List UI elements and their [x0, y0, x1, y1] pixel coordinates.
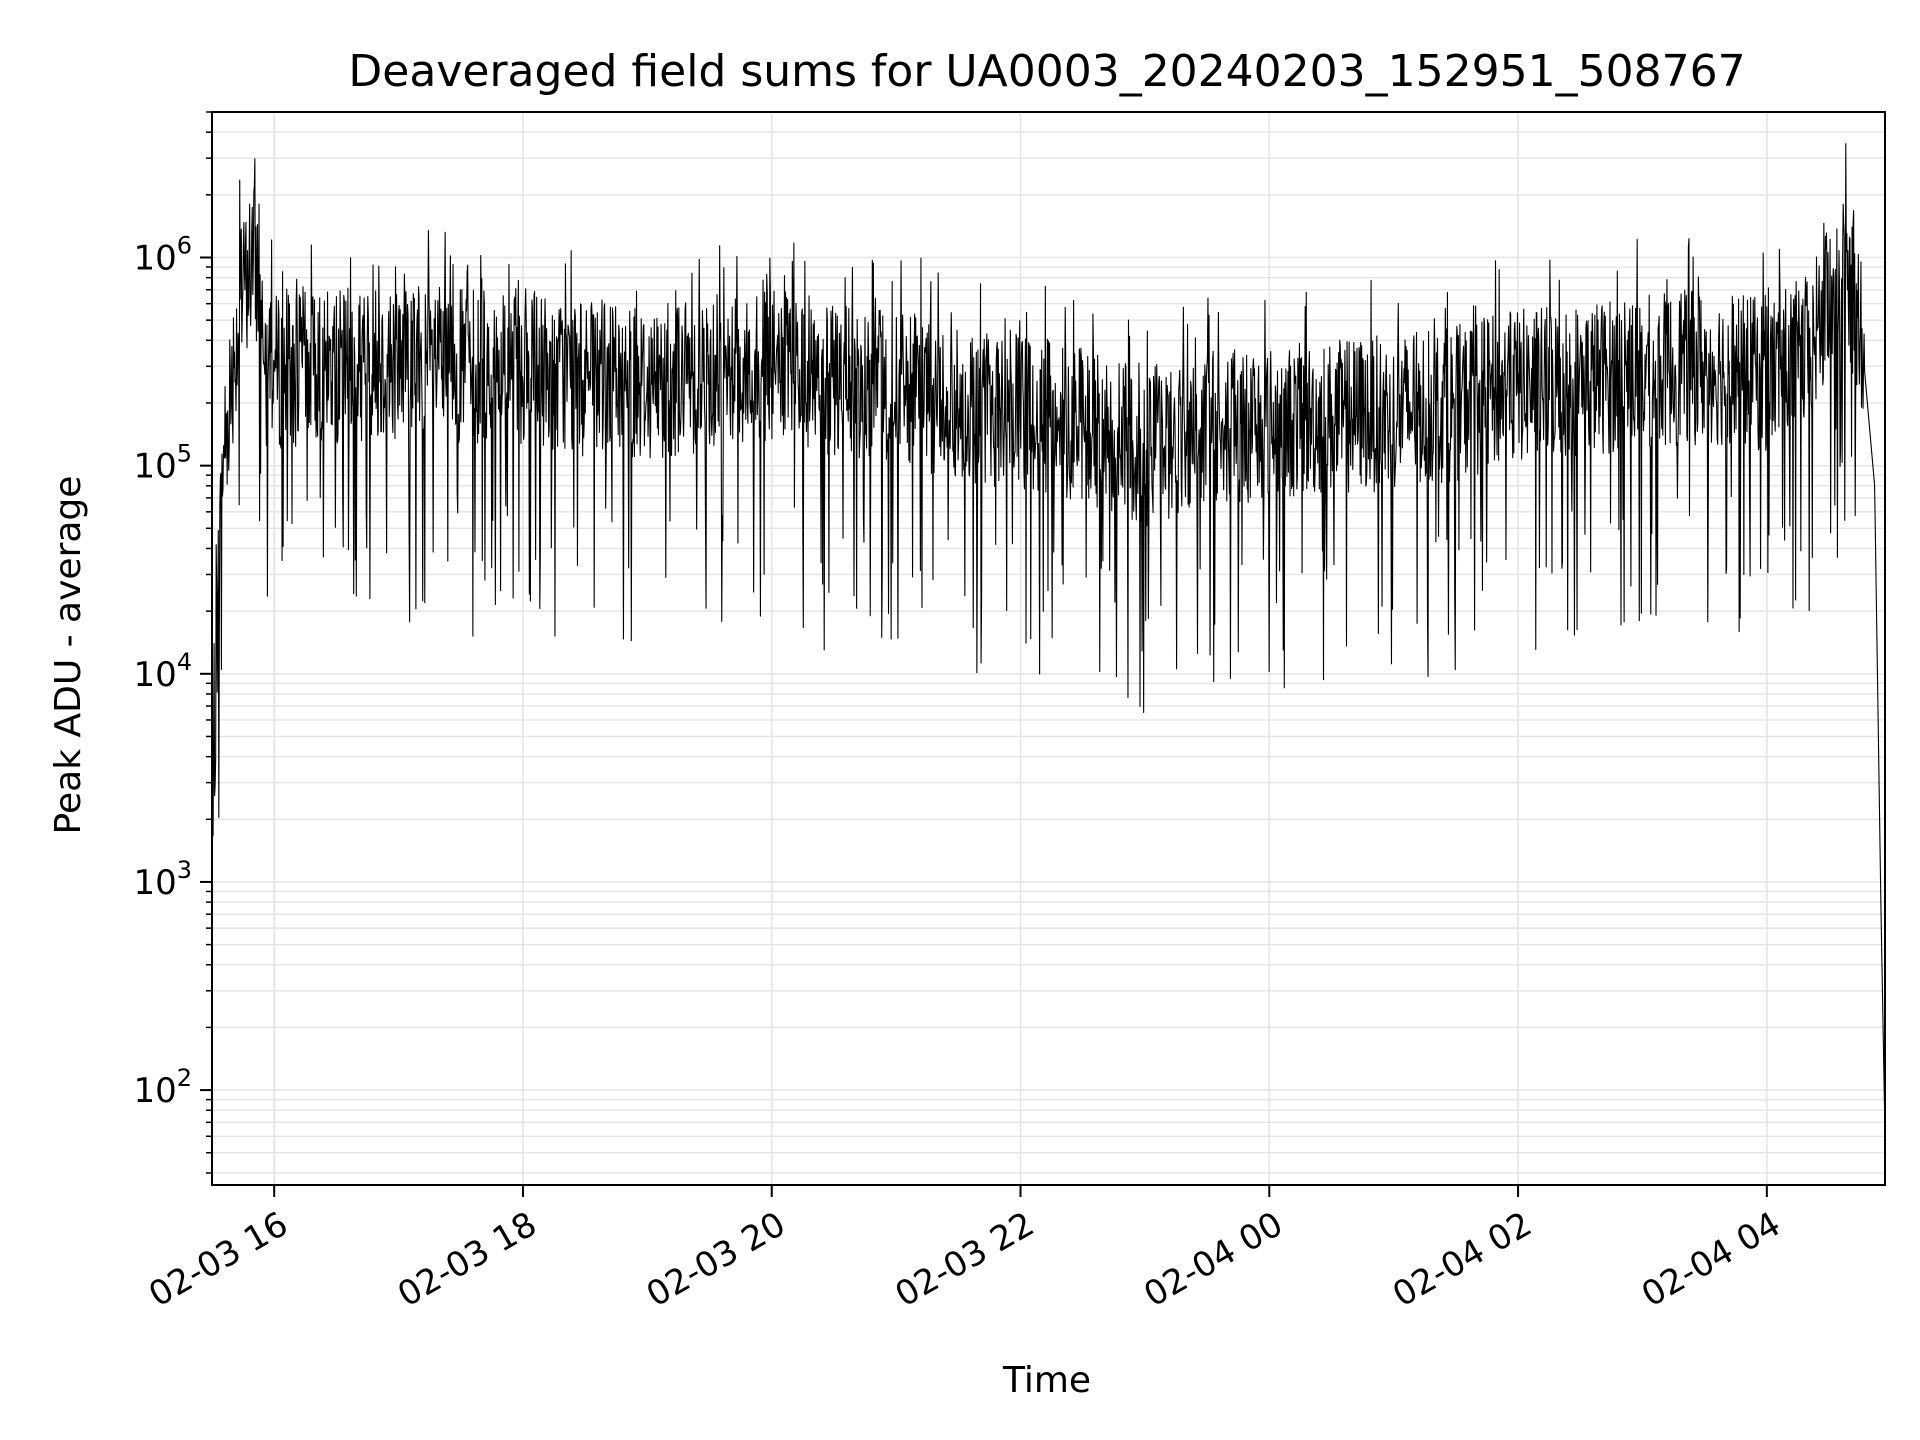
y-tick-exponent: 3	[177, 856, 192, 884]
y-tick-label: 106	[133, 231, 192, 278]
y-tick-label: 103	[133, 856, 192, 903]
y-tick-label: 102	[133, 1064, 192, 1111]
y-axis-label: Peak ADU - average	[48, 476, 89, 835]
y-tick-base: 10	[133, 238, 176, 278]
series-layer	[211, 143, 1886, 1137]
plot-frame	[211, 111, 1886, 1186]
y-tick-exponent: 5	[177, 440, 192, 468]
y-tick-base: 10	[133, 1071, 176, 1111]
y-tick-label: 105	[133, 440, 192, 487]
y-tick-label: 104	[133, 648, 192, 695]
y-tick-base: 10	[133, 863, 176, 903]
y-tick-base: 10	[133, 447, 176, 487]
y-tick-exponent: 6	[177, 231, 192, 259]
series-line	[211, 143, 1886, 1137]
grid	[212, 111, 1885, 1185]
y-tick-exponent: 4	[177, 648, 192, 676]
x-axis-label: Time	[1002, 1360, 1091, 1401]
chart-title: Deaveraged field sums for UA0003_2024020…	[348, 46, 1745, 97]
y-tick-base: 10	[133, 655, 176, 695]
y-tick-exponent: 2	[177, 1064, 192, 1092]
